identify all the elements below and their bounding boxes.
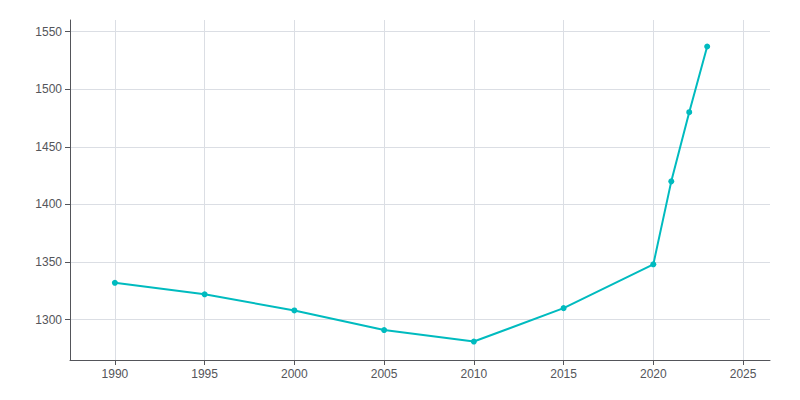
svg-text:2010: 2010 bbox=[460, 367, 487, 381]
svg-text:2015: 2015 bbox=[550, 367, 577, 381]
svg-text:1350: 1350 bbox=[35, 255, 62, 269]
svg-text:2020: 2020 bbox=[640, 367, 667, 381]
svg-text:2025: 2025 bbox=[730, 367, 757, 381]
svg-text:1550: 1550 bbox=[35, 25, 62, 39]
svg-text:1450: 1450 bbox=[35, 140, 62, 154]
svg-text:1400: 1400 bbox=[35, 197, 62, 211]
svg-text:2000: 2000 bbox=[281, 367, 308, 381]
svg-text:1990: 1990 bbox=[102, 367, 129, 381]
svg-text:1500: 1500 bbox=[35, 82, 62, 96]
svg-text:1995: 1995 bbox=[191, 367, 218, 381]
svg-text:1300: 1300 bbox=[35, 313, 62, 327]
svg-text:2005: 2005 bbox=[371, 367, 398, 381]
